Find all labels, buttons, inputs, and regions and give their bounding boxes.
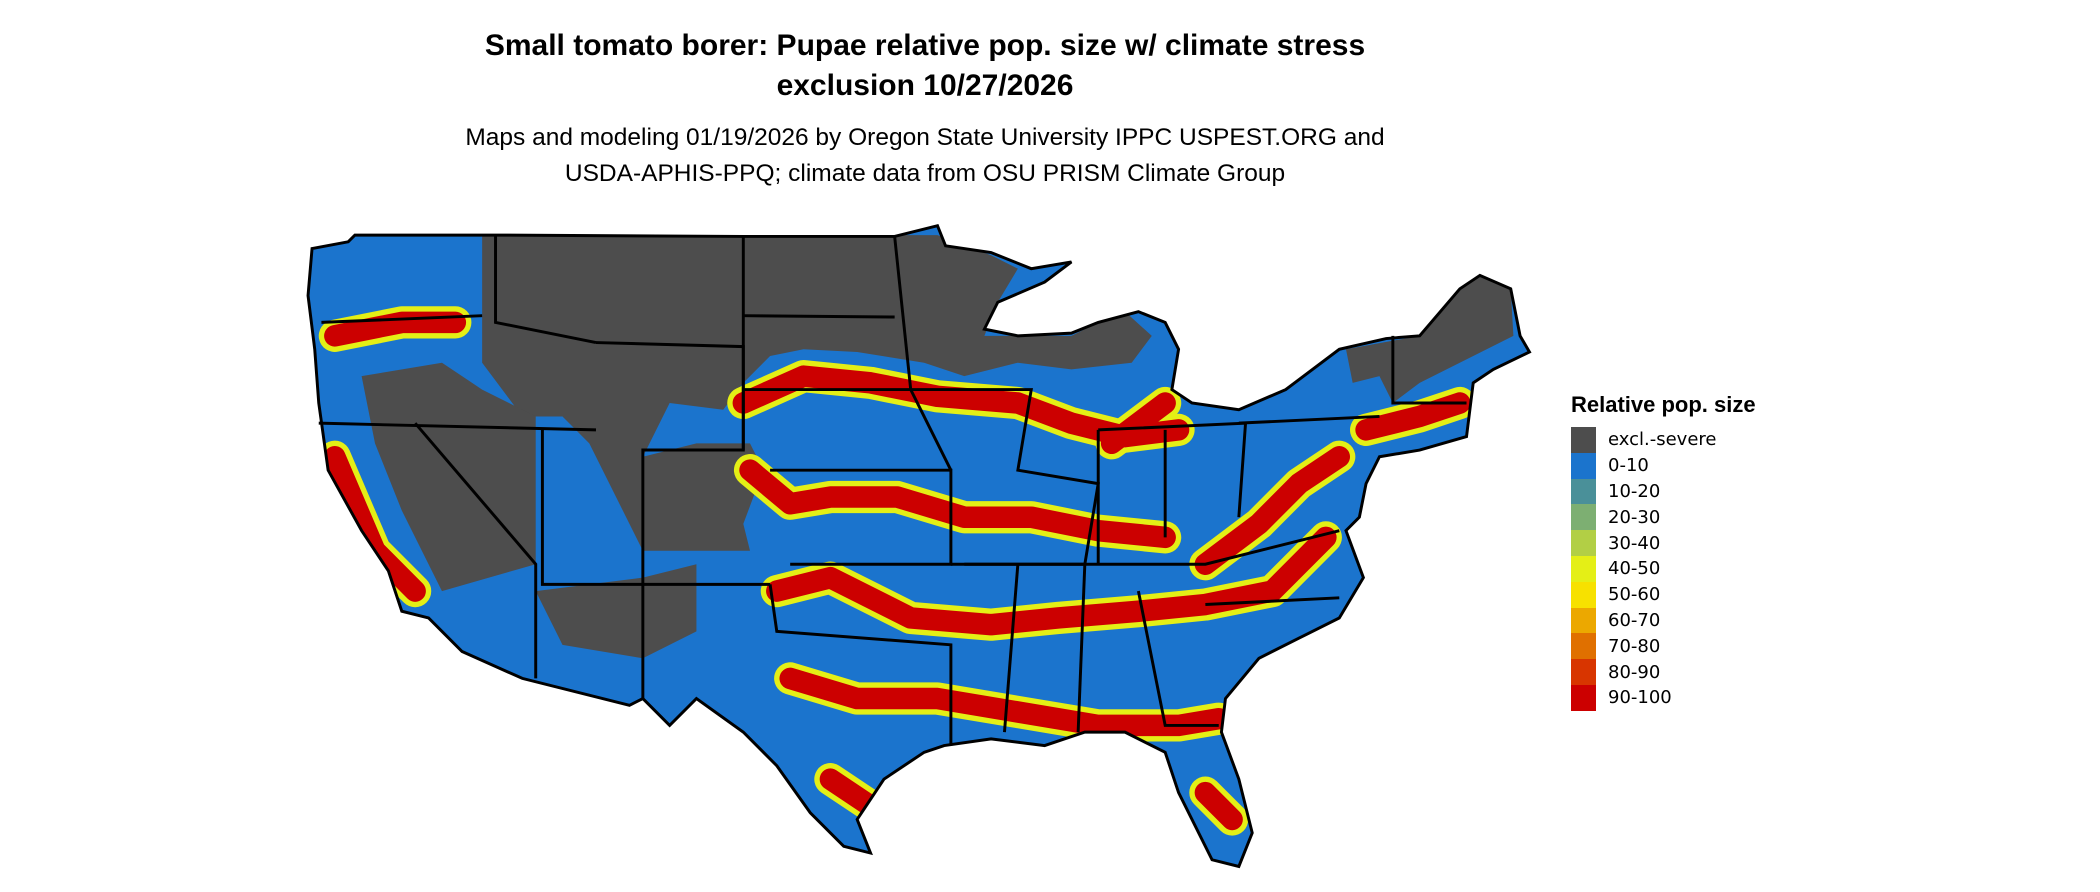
legend-swatch: [1571, 452, 1596, 479]
legend-label: 20-30: [1608, 506, 1661, 528]
legend-label: 10-20: [1608, 480, 1661, 502]
legend-item: 20-30: [1571, 504, 1756, 531]
legend-swatch: [1571, 504, 1596, 531]
legend-swatch: [1571, 633, 1596, 660]
legend-label: 50-60: [1608, 584, 1661, 606]
legend-swatch: [1571, 478, 1596, 505]
legend-item: 10-20: [1571, 478, 1756, 505]
legend-label: excl.-severe: [1608, 429, 1717, 451]
state-borders: [306, 224, 1531, 868]
legend-item: 0-10: [1571, 452, 1756, 479]
legend-swatch: [1571, 659, 1596, 685]
legend-item: 80-90: [1571, 659, 1756, 685]
legend-label: 40-50: [1608, 558, 1661, 580]
subtitle-line-2: USDA-APHIS-PPQ; climate data from OSU PR…: [564, 160, 1286, 187]
legend-label: 70-80: [1608, 635, 1661, 657]
title-line-1: Small tomato borer: Pupae relative pop. …: [484, 29, 1366, 62]
legend-item: 70-80: [1571, 633, 1756, 660]
legend-swatch: [1571, 607, 1596, 634]
legend-title: Relative pop. size: [1571, 392, 1756, 417]
legend-item: 60-70: [1571, 607, 1756, 634]
legend-item: 90-100: [1571, 684, 1756, 711]
legend: Relative pop. size excl.-severe 0-10 10-20…: [1571, 392, 1756, 711]
legend-swatch: [1571, 555, 1596, 582]
legend-label: 0-10: [1608, 455, 1649, 477]
title-line-2: exclusion 10/27/2026: [776, 69, 1074, 102]
subtitle-line-1: Maps and modeling 01/19/2026 by Oregon S…: [465, 124, 1385, 151]
legend-swatch: [1571, 684, 1596, 711]
legend-swatch: [1571, 427, 1596, 453]
legend-label: 80-90: [1608, 661, 1661, 683]
legend-label: 60-70: [1608, 609, 1661, 631]
legend-item: 30-40: [1571, 530, 1756, 556]
legend-swatch: [1571, 581, 1596, 608]
legend-item: 50-60: [1571, 581, 1756, 608]
map-title: Small tomato borer: Pupae relative pop. …: [0, 26, 1850, 106]
legend-item: 40-50: [1571, 555, 1756, 582]
legend-swatch: [1571, 530, 1596, 556]
legend-label: 30-40: [1608, 532, 1661, 554]
zone-high-population: [318, 306, 1476, 836]
legend-item: excl.-severe: [1571, 427, 1756, 453]
zone-excluded: [361, 235, 1514, 659]
legend-label: 90-100: [1608, 687, 1672, 709]
map-subtitle: Maps and modeling 01/19/2026 by Oregon S…: [0, 120, 1850, 192]
